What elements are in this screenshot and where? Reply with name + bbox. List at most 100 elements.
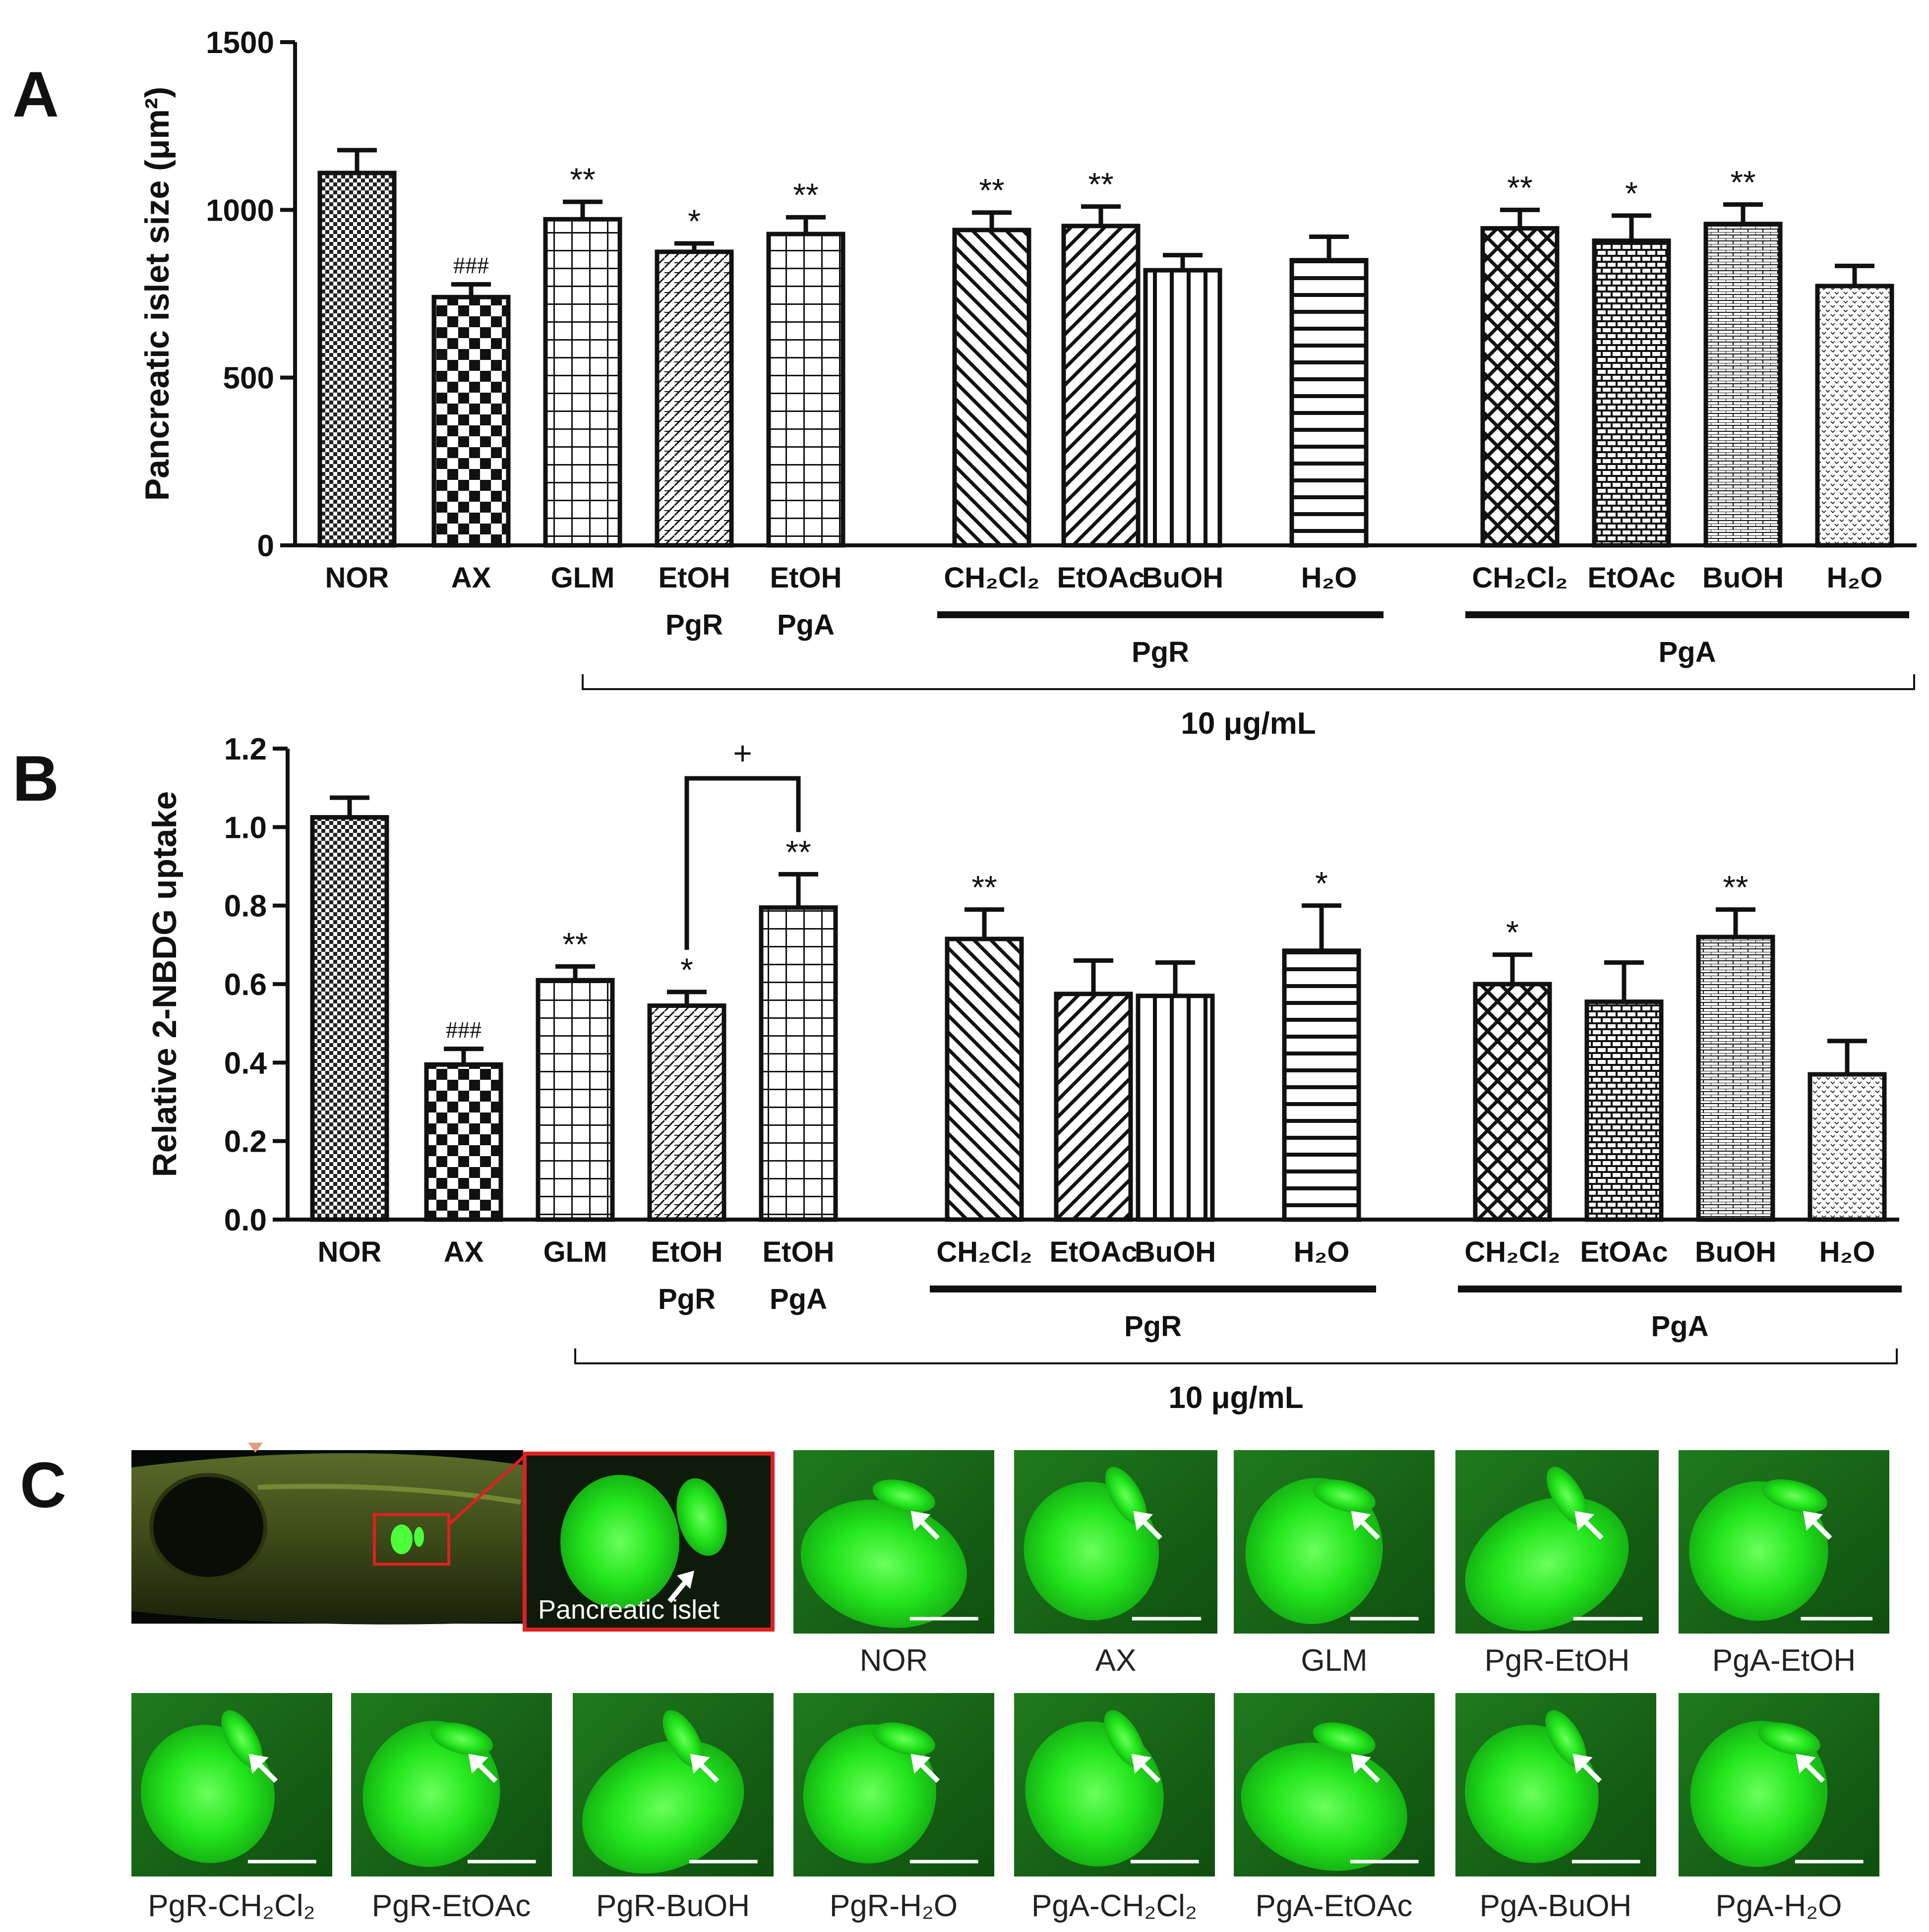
category-label: AX [451, 562, 491, 594]
category-label: H₂O [1301, 562, 1357, 594]
panel-label-c: C [20, 1449, 66, 1521]
bar [1592, 238, 1671, 548]
bar [655, 249, 734, 548]
significance-label: ** [1723, 869, 1748, 906]
y-tick-label: 1500 [206, 26, 274, 60]
significance-label: ** [562, 926, 588, 962]
category-label: GLM [551, 562, 615, 594]
significance-label: * [1506, 914, 1519, 951]
chart-a: 0 500 1000 1500 Pancreatic islet size (μm²) N… [138, 26, 1917, 741]
islet-image [351, 1693, 552, 1876]
image-caption: NOR [860, 1643, 928, 1678]
bar [1696, 935, 1775, 1222]
bar [1054, 992, 1133, 1222]
islet-image [1455, 1693, 1656, 1876]
panel-label-b: B [12, 742, 59, 815]
y-tick-label: 0.6 [224, 968, 267, 1002]
significance-label: ### [446, 1017, 482, 1044]
larva-overview-image [131, 1443, 527, 1625]
islet-image [131, 1693, 332, 1876]
category-label: EtOH [770, 562, 842, 594]
y-axis-label: Pancreatic islet size (μm²) [138, 87, 176, 501]
bar [647, 1003, 726, 1222]
y-tick-label: 0 [257, 529, 274, 563]
islet-image [793, 1693, 994, 1876]
significance-label: ** [1088, 166, 1113, 203]
image-caption: PgA-EtOH [1712, 1643, 1856, 1678]
bar [1703, 222, 1783, 548]
category-sublabel: PgA [770, 1283, 827, 1315]
image-caption: PgA-EtOAc [1256, 1889, 1413, 1923]
y-tick-label: 0.2 [224, 1125, 267, 1159]
group-label: PgR [1132, 636, 1189, 668]
islet-image [1014, 1693, 1215, 1876]
islet-image [1234, 1450, 1435, 1634]
category-label: GLM [543, 1236, 607, 1268]
bar [1282, 948, 1361, 1222]
image-caption: AX [1095, 1643, 1137, 1678]
category-label: BuOH [1702, 562, 1784, 594]
significance-label: * [688, 203, 701, 239]
significance-label: ** [971, 869, 997, 906]
bar [1289, 258, 1369, 548]
islet-image-grid: NOR AX GLM PgR-EtOH PgA-EtOH PgR-CH₂Cl₂ PgR-Et… [131, 1450, 1889, 1923]
y-tick-label: 500 [223, 361, 274, 396]
y-tick-label: 0.4 [224, 1046, 267, 1080]
group-label: PgA [1659, 636, 1716, 668]
islet-image [793, 1450, 994, 1634]
significance-label: ** [1730, 164, 1755, 201]
zoomed-islet-image: Pancreatic islet [523, 1452, 775, 1632]
bar [1136, 994, 1215, 1222]
group-label: PgA [1651, 1310, 1709, 1343]
concentration-bracket [582, 674, 1915, 690]
category-label: H₂O [1294, 1236, 1350, 1268]
category-label: EtOH [763, 1236, 835, 1268]
significance-label: ** [1507, 169, 1532, 206]
bar [1061, 224, 1141, 548]
bar [952, 228, 1031, 548]
category-label: H₂O [1827, 562, 1883, 594]
comparison-bracket [684, 776, 801, 950]
islet-image [573, 1693, 774, 1876]
inset-label: Pancreatic islet [538, 1595, 720, 1625]
bar [759, 905, 838, 1222]
y-tick-label: 1.2 [224, 732, 267, 766]
islet-image [1679, 1693, 1879, 1876]
category-label: CH₂Cl₂ [1464, 1236, 1560, 1268]
image-caption: PgR-EtOH [1485, 1643, 1630, 1678]
image-caption: PgR-CH₂Cl₂ [148, 1889, 315, 1923]
category-label: EtOH [651, 1236, 723, 1268]
y-tick-label: 1000 [206, 193, 274, 228]
significance-label: * [680, 951, 693, 988]
significance-label: ** [979, 172, 1004, 209]
concentration-label: 10 μg/mL [1168, 1381, 1303, 1415]
bar [766, 232, 845, 548]
bar [536, 978, 615, 1222]
image-caption: PgR-H₂O [830, 1889, 958, 1923]
bar [1808, 1072, 1887, 1222]
category-label: EtOAc [1580, 1236, 1668, 1268]
category-label: BuOH [1142, 562, 1223, 594]
image-caption: GLM [1301, 1643, 1367, 1678]
bar [431, 294, 511, 548]
category-label: EtOAc [1049, 1236, 1137, 1268]
image-caption: PgA-H₂O [1716, 1889, 1842, 1923]
comparison-label: + [733, 735, 752, 771]
image-caption: PgA-BuOH [1480, 1889, 1632, 1923]
bar [1143, 268, 1222, 548]
y-tick-label: 0.8 [224, 889, 267, 924]
category-label: NOR [318, 1236, 382, 1268]
chart-b: 0.0 0.2 0.4 0.6 0.8 1.0 1.2 Relative 2-NBDG upt… [146, 732, 1902, 1415]
category-label: EtOH [659, 562, 730, 594]
category-label: BuOH [1135, 1236, 1216, 1268]
category-sublabel: PgA [777, 609, 835, 641]
concentration-bracket [574, 1348, 1898, 1364]
islet-image [1455, 1450, 1659, 1634]
bar [317, 171, 397, 548]
category-label: NOR [325, 562, 389, 594]
category-label: CH₂Cl₂ [936, 1236, 1032, 1268]
bar [543, 217, 622, 548]
bar [945, 937, 1024, 1222]
category-label: AX [444, 1236, 484, 1268]
significance-label: ** [793, 176, 818, 213]
